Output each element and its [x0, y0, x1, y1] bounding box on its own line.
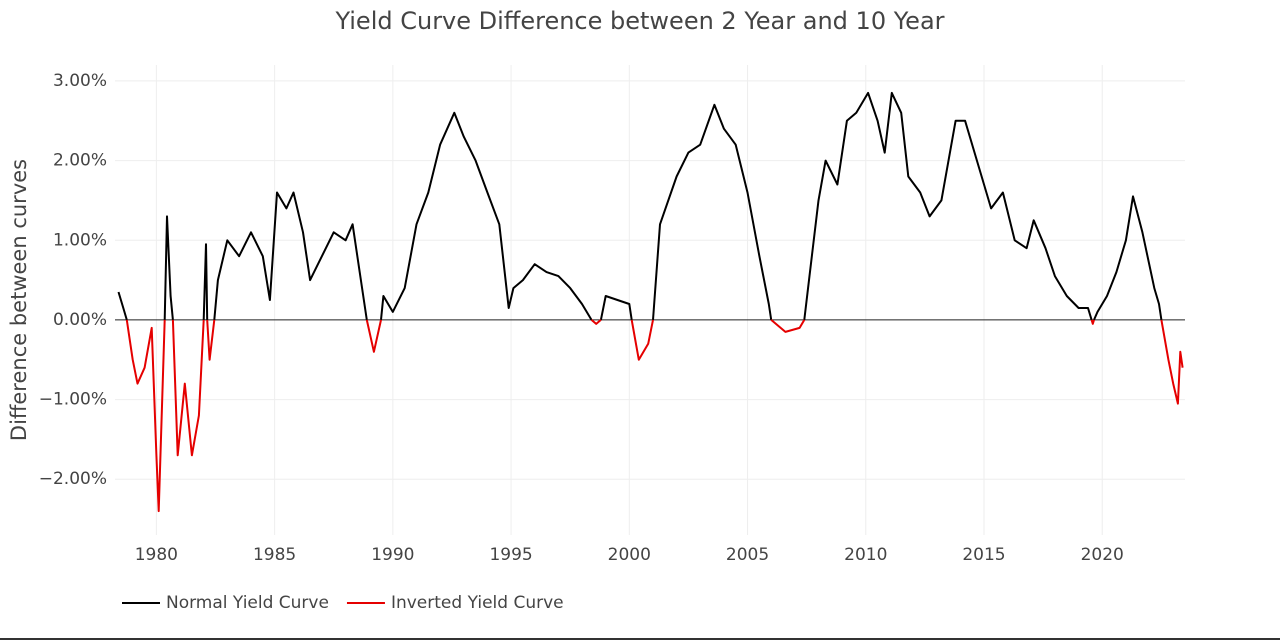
x-tick-label: 2010: [844, 545, 887, 565]
y-tick-label: 0.00%: [53, 310, 107, 330]
legend-label: Normal Yield Curve: [166, 593, 329, 613]
x-tick-label: 2005: [726, 545, 769, 565]
x-tick-label: 2020: [1081, 545, 1124, 565]
y-tick-label: −1.00%: [39, 390, 107, 410]
y-tick-label: −2.00%: [39, 469, 107, 489]
y-axis-label: Difference between curves: [7, 159, 31, 441]
series-line: [125, 319, 1184, 513]
x-tick-label: 2000: [608, 545, 651, 565]
y-tick-label: 1.00%: [53, 230, 107, 250]
x-tick-label: 1985: [253, 545, 296, 565]
legend-label: Inverted Yield Curve: [391, 593, 564, 613]
chart-title: Yield Curve Difference between 2 Year an…: [334, 7, 944, 35]
x-tick-label: 2015: [962, 545, 1005, 565]
y-tick-label: 3.00%: [53, 71, 107, 91]
series-line: [117, 91, 1163, 321]
x-tick-label: 1980: [135, 545, 178, 565]
x-tick-label: 1990: [371, 545, 414, 565]
x-tick-label: 1995: [489, 545, 532, 565]
y-tick-label: 2.00%: [53, 151, 107, 171]
